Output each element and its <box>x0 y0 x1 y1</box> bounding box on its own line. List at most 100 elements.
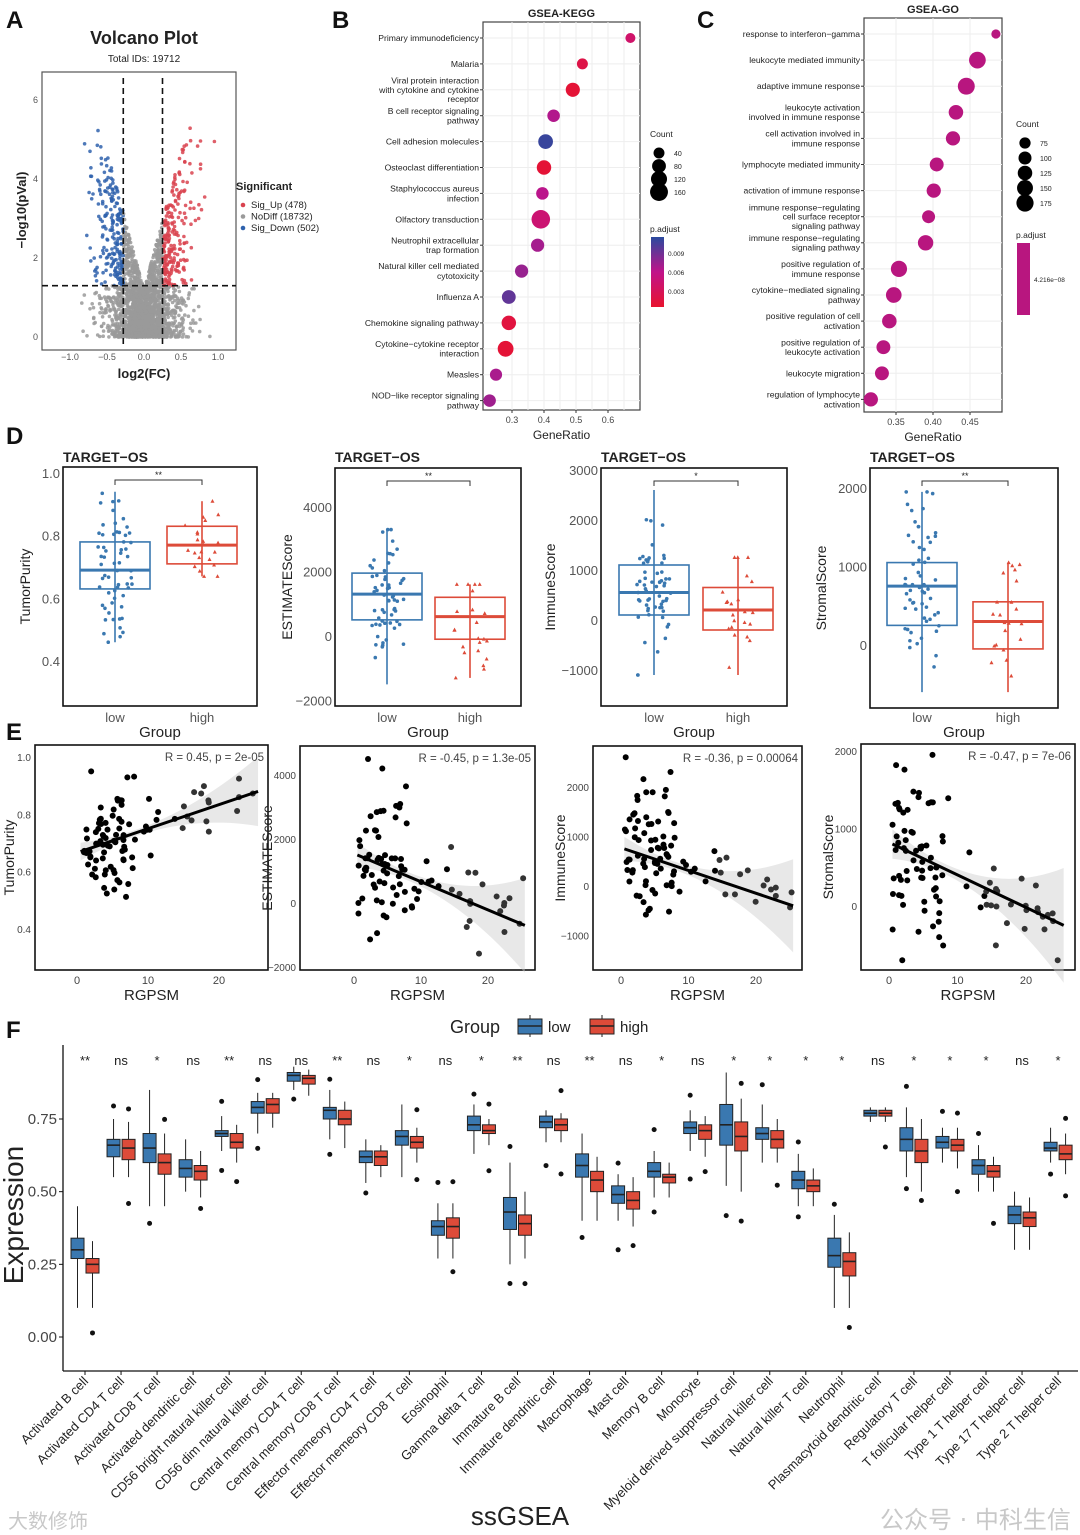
point-nodiff <box>137 271 141 275</box>
data-point <box>654 584 659 589</box>
count-legend-dot <box>1018 151 1032 165</box>
point-nodiff <box>177 289 182 294</box>
point-nodiff <box>131 279 136 284</box>
box-low <box>971 1159 986 1175</box>
y-axis-label: −log10(pVal) <box>14 172 29 249</box>
data-point <box>909 508 914 513</box>
data-point <box>111 886 118 893</box>
point-nodiff <box>101 311 105 315</box>
y-tick-label: 4000 <box>274 771 297 782</box>
data-point <box>104 826 111 833</box>
y-tick-label: −2000 <box>268 963 297 974</box>
data-point <box>476 636 481 640</box>
data-point <box>928 596 933 601</box>
point-sig-down <box>105 237 109 242</box>
point-sig-down <box>113 204 117 209</box>
point-nodiff <box>133 327 138 332</box>
data-point <box>622 754 629 761</box>
point-sig-down <box>100 199 105 204</box>
term-label: cytotoxicity <box>437 271 480 281</box>
data-point <box>934 653 938 658</box>
x-axis-label: GeneRatio <box>904 430 962 444</box>
significance-label: ** <box>80 1053 90 1068</box>
point-nodiff <box>134 265 138 270</box>
data-point <box>393 802 400 809</box>
point-sig-down <box>120 265 124 269</box>
data-point <box>655 650 660 654</box>
correlation-stat: R = -0.45, p = 1.3e-05 <box>418 753 531 765</box>
data-point <box>671 834 678 841</box>
point-nodiff <box>157 334 162 339</box>
term-dot <box>536 187 549 200</box>
data-point <box>97 531 101 536</box>
data-point <box>387 585 391 590</box>
point-sig-up <box>173 246 177 251</box>
point-nodiff <box>163 326 168 330</box>
term-label: Olfactory transduction <box>395 214 479 224</box>
data-point <box>638 556 642 561</box>
data-point <box>373 897 380 904</box>
point-sig-down <box>119 235 123 239</box>
data-point <box>125 881 132 888</box>
data-point <box>183 523 188 528</box>
data-point <box>99 562 103 567</box>
term-label: Neutrophil extracellular <box>391 235 479 245</box>
data-point <box>994 642 999 647</box>
count-legend-dot <box>650 170 668 188</box>
point-nodiff <box>138 292 142 297</box>
point-sig-down <box>118 271 123 276</box>
point-nodiff <box>81 329 85 334</box>
point-sig-down <box>93 269 97 273</box>
point-sig-up <box>167 277 172 282</box>
data-point <box>103 890 110 897</box>
significance-label: * <box>911 1053 916 1068</box>
point-sig-up <box>175 230 179 235</box>
data-point <box>913 847 920 854</box>
y-tick-label: 0.6 <box>42 591 60 606</box>
chart-title: TARGET−OS <box>63 449 148 465</box>
data-point <box>186 548 191 552</box>
point-sig-down <box>110 247 114 251</box>
outlier-point <box>954 1189 960 1195</box>
point-sig-up <box>177 196 181 201</box>
data-point <box>630 811 637 818</box>
point-nodiff <box>127 305 132 310</box>
term-label: Osteoclast differentiation <box>385 163 480 173</box>
point-nodiff <box>130 245 134 249</box>
data-point <box>398 581 403 586</box>
legend-entry: low <box>548 1019 571 1036</box>
data-point <box>642 583 647 587</box>
outlier-point <box>723 1213 729 1219</box>
data-point <box>401 576 406 581</box>
data-point <box>472 582 477 586</box>
y-tick-label: 2000 <box>567 783 590 794</box>
y-tick-label: 0 <box>33 332 38 342</box>
point-sig-up <box>165 262 170 267</box>
term-label: activation <box>824 399 861 409</box>
data-point <box>401 888 408 895</box>
point-nodiff <box>153 313 158 317</box>
point-sig-up <box>177 270 181 274</box>
outlier-point <box>162 1116 168 1122</box>
significance-label: * <box>1056 1053 1061 1068</box>
x-tick-label: 0.3 <box>506 415 519 425</box>
legend-swatch <box>240 202 246 208</box>
data-point <box>917 558 921 562</box>
data-point <box>205 828 212 835</box>
data-point <box>764 876 771 883</box>
data-point <box>1018 637 1023 641</box>
outlier-point <box>774 1182 780 1188</box>
data-point <box>649 519 653 523</box>
point-nodiff <box>80 301 84 305</box>
term-dot <box>531 210 551 229</box>
data-point <box>923 842 930 849</box>
data-point <box>1032 882 1039 889</box>
chart-title: Volcano Plot <box>90 28 198 48</box>
data-point <box>448 844 455 851</box>
significance-label: ns <box>871 1053 885 1068</box>
data-point <box>1021 925 1028 932</box>
data-point <box>647 612 651 617</box>
x-axis-label: RGPSM <box>940 987 995 1004</box>
data-point <box>919 867 926 874</box>
point-nodiff <box>114 316 118 320</box>
